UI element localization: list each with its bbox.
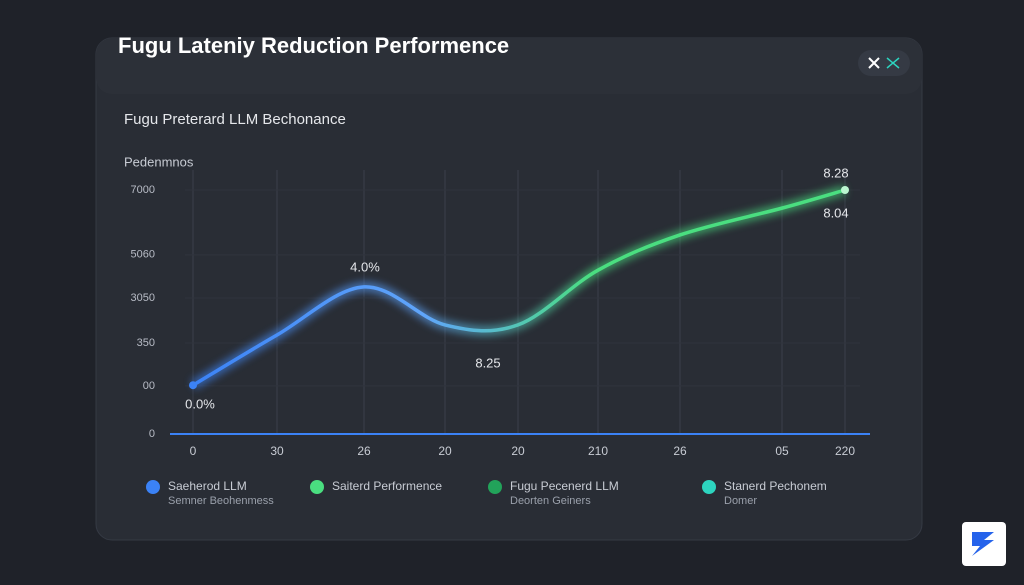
y-tick-label: 5060 xyxy=(131,249,155,261)
y-tick-label: 0 xyxy=(149,428,155,440)
legend-detail: Domer xyxy=(724,495,757,507)
x-tick-label: 26 xyxy=(673,444,687,458)
legend-label: Saiterd Performence xyxy=(332,479,442,493)
legend-item: Saeherod LLM Semner Beohenmess xyxy=(146,479,274,507)
line xyxy=(192,188,846,387)
legend-swatch xyxy=(702,480,716,494)
end-point xyxy=(841,186,849,194)
y-tick-label: 00 xyxy=(143,380,155,392)
data-label: 8.04 xyxy=(823,205,848,220)
legend-item: Saiterd Performence xyxy=(310,479,442,494)
legend-label: Saeherod LLM xyxy=(168,479,247,493)
legend-label: Fugu Pecenerd LLM xyxy=(510,479,619,493)
legend-detail: Deorten Geiners xyxy=(510,495,591,507)
subtitle: Fugu Preterard LLM Bechonance xyxy=(124,111,346,128)
x-tick-label: 220 xyxy=(835,444,855,458)
x-tick-label: 30 xyxy=(270,444,284,458)
logo[interactable] xyxy=(962,522,1006,566)
x-tick-label: 0 xyxy=(190,444,197,458)
y-tick-label: 3050 xyxy=(131,292,155,304)
legend-swatch xyxy=(488,480,502,494)
title: Fugu Lateniy Reduction Performence xyxy=(118,33,509,58)
legend-swatch xyxy=(146,480,160,494)
start-point xyxy=(189,381,197,390)
x-tick-label: 20 xyxy=(438,444,452,458)
legend-swatch xyxy=(310,480,324,494)
x-tick-label: 05 xyxy=(775,444,789,458)
data-label: 4.0% xyxy=(350,259,380,274)
y-tick-label: 7000 xyxy=(131,184,155,196)
y-tick-label: 350 xyxy=(137,337,155,349)
x-tick-label: 20 xyxy=(511,444,525,458)
data-label: 8.28 xyxy=(823,165,848,180)
y-axis-label: Pedenmnos xyxy=(124,154,194,169)
data-label: 8.25 xyxy=(475,355,500,370)
card-header xyxy=(96,38,922,94)
legend-item: Fugu Pecenerd LLM Deorten Geiners xyxy=(488,479,619,507)
x-tick-label: 26 xyxy=(357,444,371,458)
data-label: 0.0% xyxy=(185,396,215,411)
legend-detail: Semner Beohenmess xyxy=(168,495,274,507)
x-tick-label: 210 xyxy=(588,444,608,458)
legend-label: Stanerd Pechonem xyxy=(724,479,827,493)
legend-item: Stanerd Pechonem Domer xyxy=(702,479,827,507)
close-button[interactable] xyxy=(858,50,910,76)
